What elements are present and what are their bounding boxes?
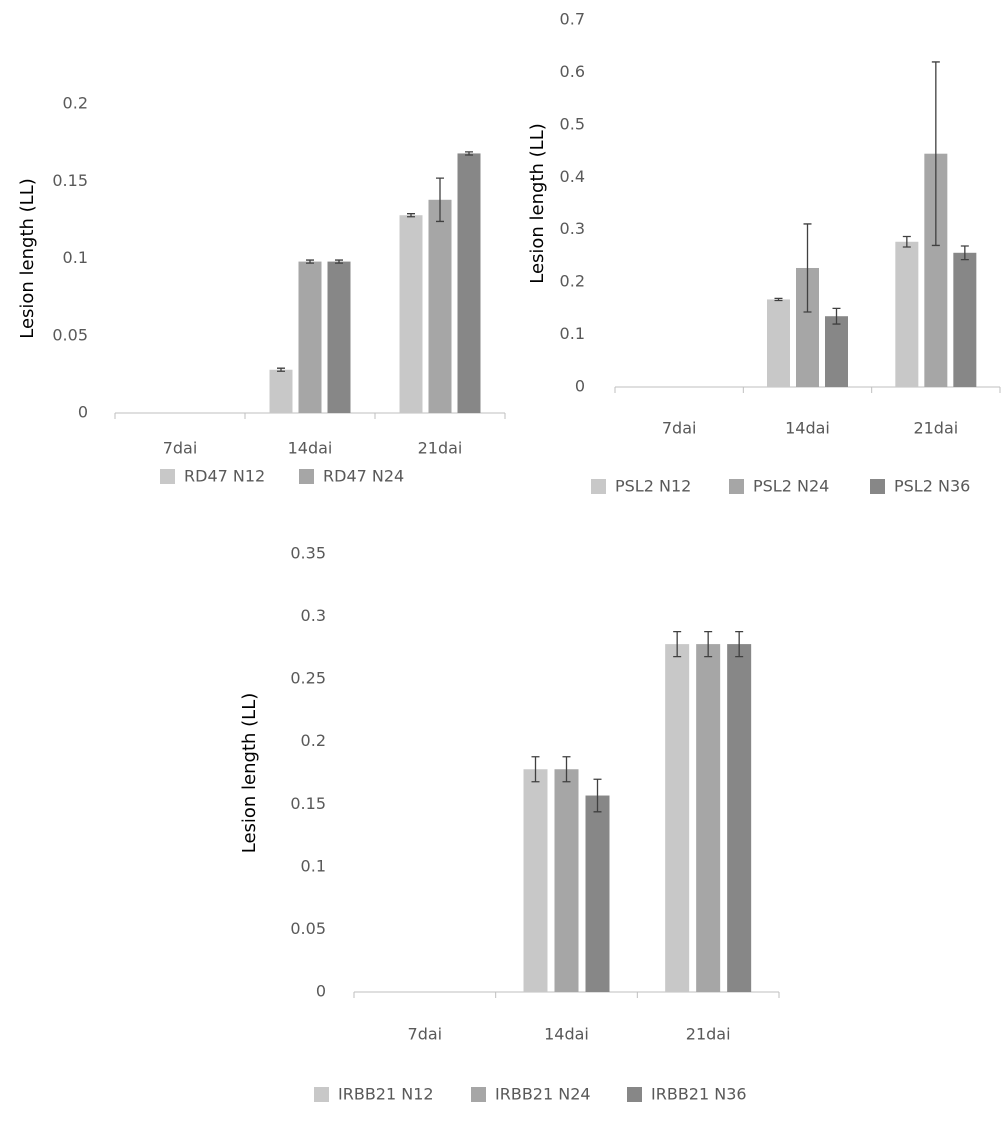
- bar: [328, 262, 351, 413]
- bar: [895, 242, 918, 387]
- legend-label: IRBB21 N12: [338, 1085, 434, 1104]
- bar: [767, 299, 790, 387]
- y-tick-label: 0: [78, 403, 88, 422]
- y-tick-label: 0.2: [63, 94, 88, 113]
- y-tick-label: 0.1: [63, 248, 88, 267]
- y-tick-label: 0.05: [52, 325, 88, 344]
- bar: [524, 769, 548, 992]
- x-tick-label: 7dai: [163, 439, 198, 458]
- x-tick-label: 7dai: [408, 1025, 443, 1044]
- bar: [270, 370, 293, 413]
- y-axis-label: Lesion length (LL): [17, 178, 38, 339]
- legend-swatch: [471, 1087, 486, 1102]
- x-tick-label: 21dai: [418, 439, 463, 458]
- bar: [825, 316, 848, 387]
- y-tick-label: 0.15: [52, 171, 88, 190]
- y-tick-label: 0.05: [290, 919, 326, 938]
- legend-label: RD47 N12: [184, 467, 265, 486]
- y-tick-label: 0.1: [560, 324, 585, 343]
- bar: [458, 153, 481, 413]
- x-tick-label: 21dai: [913, 419, 958, 438]
- y-axis-label: Lesion length (LL): [239, 693, 260, 854]
- bar: [665, 644, 689, 992]
- legend-label: IRBB21 N36: [651, 1085, 747, 1104]
- y-tick-label: 0.2: [301, 731, 326, 750]
- y-tick-label: 0.5: [560, 114, 585, 133]
- legend-label: PSL2 N12: [615, 477, 691, 496]
- bar: [400, 215, 423, 413]
- x-tick-label: 21dai: [686, 1025, 731, 1044]
- y-tick-label: 0.6: [560, 62, 585, 81]
- y-tick-label: 0.4: [560, 167, 585, 186]
- x-tick-label: 14dai: [288, 439, 333, 458]
- y-tick-label: 0.3: [301, 606, 326, 625]
- x-tick-label: 14dai: [544, 1025, 589, 1044]
- y-tick-label: 0.25: [290, 669, 326, 688]
- legend-label: PSL2 N36: [894, 477, 970, 496]
- legend-swatch: [627, 1087, 642, 1102]
- y-tick-label: 0.3: [560, 219, 585, 238]
- legend-label: RD47 N24: [323, 467, 404, 486]
- legend-label: PSL2 N24: [753, 477, 829, 496]
- bar: [953, 253, 976, 387]
- bar: [696, 644, 720, 992]
- x-tick-label: 14dai: [785, 419, 830, 438]
- legend-swatch: [160, 469, 175, 484]
- bar: [299, 262, 322, 413]
- x-tick-label: 7dai: [662, 419, 697, 438]
- y-tick-label: 0.35: [290, 544, 326, 563]
- bar: [586, 796, 610, 992]
- legend-swatch: [870, 479, 885, 494]
- legend-swatch: [314, 1087, 329, 1102]
- bar: [429, 200, 452, 413]
- bar: [727, 644, 751, 992]
- y-tick-label: 0.15: [290, 794, 326, 813]
- y-tick-label: 0: [316, 982, 326, 1001]
- y-tick-label: 0.2: [560, 272, 585, 291]
- y-axis-label: Lesion length (LL): [527, 123, 548, 284]
- y-tick-label: 0.1: [301, 856, 326, 875]
- y-tick-label: 0: [575, 377, 585, 396]
- figure: 0 0.05 0.1 0.15 0.2 7dai 14dai 21dai RD47 N12 RD4…: [0, 0, 1004, 1129]
- y-tick-label: 0.7: [560, 10, 585, 29]
- legend-label: IRBB21 N24: [495, 1085, 591, 1104]
- legend-swatch: [591, 479, 606, 494]
- bar: [555, 769, 579, 992]
- legend-swatch: [729, 479, 744, 494]
- legend-swatch: [299, 469, 314, 484]
